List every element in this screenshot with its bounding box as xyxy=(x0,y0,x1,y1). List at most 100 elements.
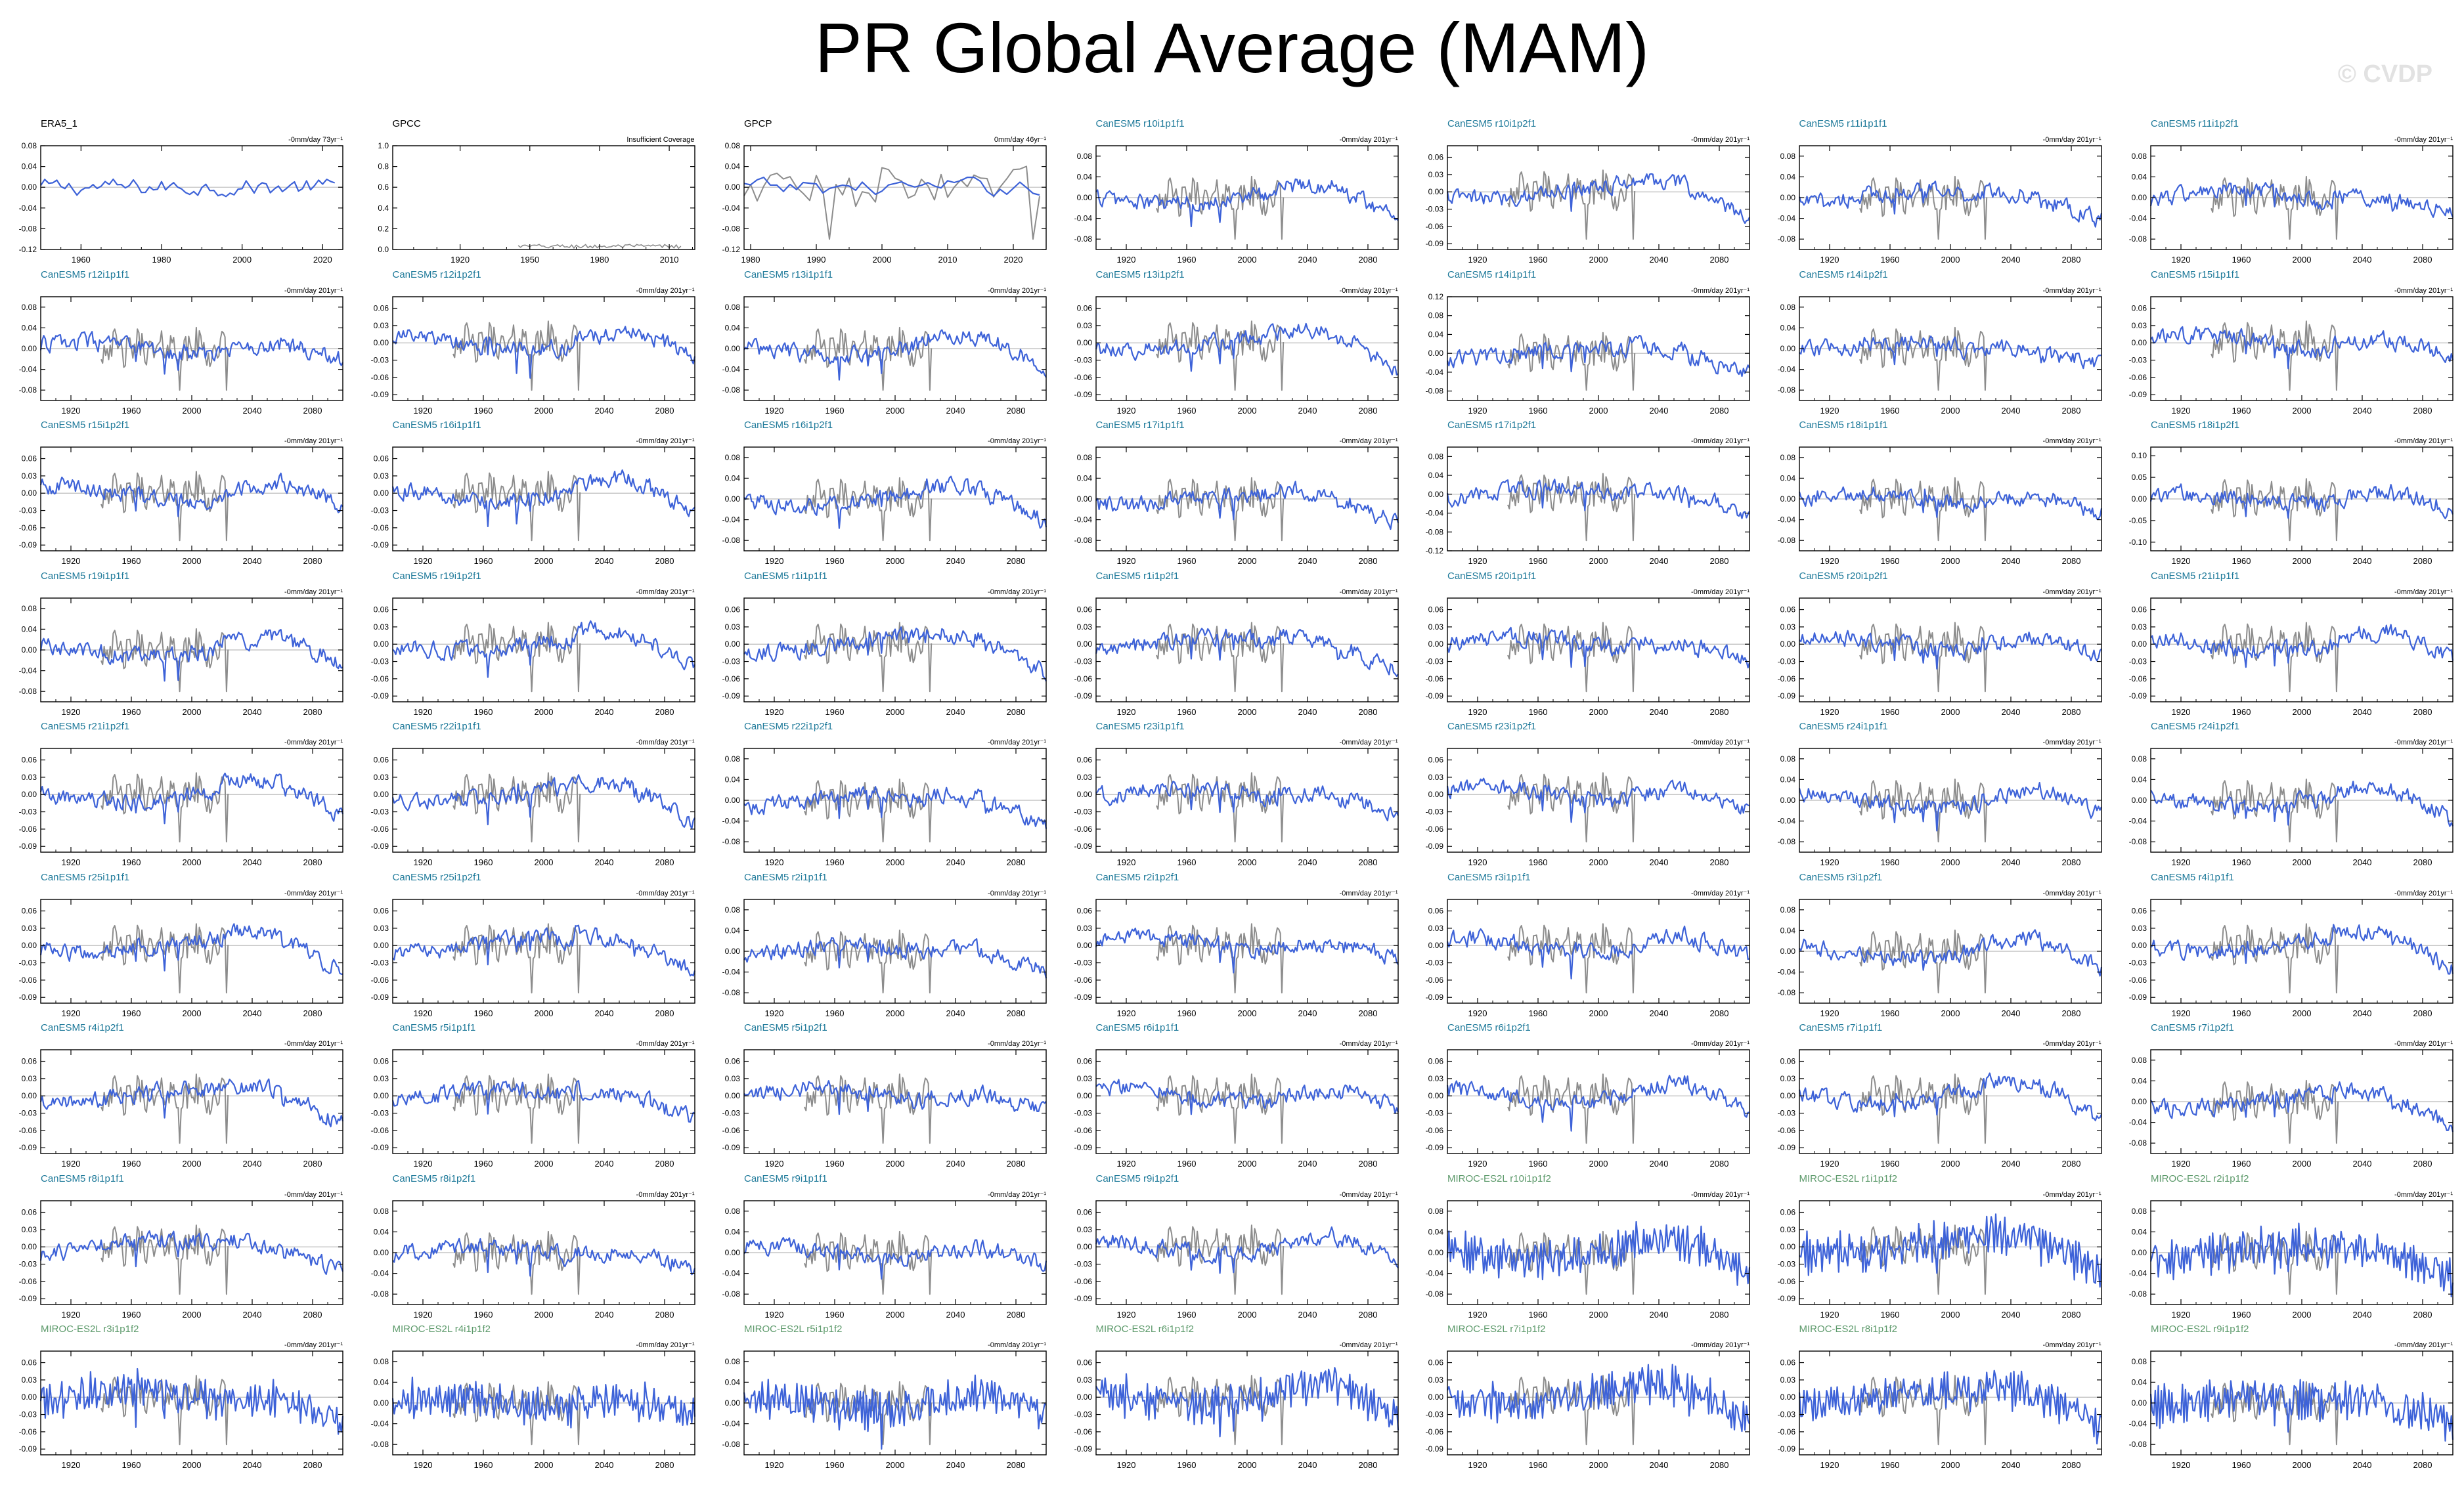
series-line xyxy=(743,786,1047,829)
y-tick-label: -0.09 xyxy=(1426,691,1444,700)
y-tick-label: 1.0 xyxy=(378,141,389,150)
series-line xyxy=(1095,927,1399,974)
x-tick-label: 1960 xyxy=(1880,406,1899,416)
y-tick-label: -0.09 xyxy=(2129,691,2147,700)
y-tick-label: 0.00 xyxy=(2132,1398,2147,1408)
series-line xyxy=(391,469,695,527)
series-line xyxy=(743,936,1047,978)
x-tick-label: 1960 xyxy=(473,1159,493,1169)
plot-frame xyxy=(1095,597,1399,702)
panel-plot: 0.06 0.03 0.00 -0.03 -0.06 -0.09 1920 1960 2000 2… xyxy=(370,446,695,566)
y-tick-label: 0.00 xyxy=(373,338,389,347)
y-tick-label: -0.04 xyxy=(2129,1118,2147,1127)
chart-panel: 0.08 0.04 0.00 -0.04 -0.08 1920 1960 2000 2040 20… xyxy=(703,1173,1055,1322)
x-tick-label: 1950 xyxy=(520,255,539,265)
observed-series-line xyxy=(2211,778,2339,843)
panel-plot: 0.06 0.03 0.00 -0.03 -0.06 -0.09 1920 1960 2000 2… xyxy=(1777,1350,2102,1470)
x-tick-label: 2040 xyxy=(2001,1310,2020,1320)
panel-trend-label: -0mm/day 73yr⁻¹ xyxy=(288,136,343,144)
x-tick-label: 1920 xyxy=(765,1460,784,1470)
observed-series-line xyxy=(452,922,581,993)
x-tick-label: 1960 xyxy=(473,556,493,566)
series-line xyxy=(1095,1079,1399,1115)
y-tick-label: 0.00 xyxy=(1428,941,1444,950)
panel-plot: 0.06 0.03 0.00 -0.03 -0.06 -0.09 1920 1960 2000 2… xyxy=(19,1350,344,1470)
x-tick-label: 2040 xyxy=(2001,406,2020,416)
x-tick-label: 2040 xyxy=(1650,556,1669,566)
y-tick-label: 0.8 xyxy=(378,162,389,171)
x-tick-label: 2080 xyxy=(2413,857,2432,867)
x-tick-label: 2080 xyxy=(655,1159,674,1169)
chart-panel: 0.08 0.04 0.00 -0.04 -0.08 1920 1960 2000 2040 20… xyxy=(1759,118,2110,267)
y-tick-label: -0.04 xyxy=(2129,1419,2147,1429)
y-tick-label: -0.06 xyxy=(1777,1126,1795,1135)
y-tick-label: -0.03 xyxy=(1074,355,1092,364)
chart-panel: 0.08 0.04 0.00 -0.04 -0.08 1920 1960 2000 2040 20… xyxy=(1759,721,2110,869)
x-tick-label: 2080 xyxy=(655,556,674,566)
x-tick-label: 1920 xyxy=(1820,857,1839,867)
y-tick-label: 0.03 xyxy=(22,471,37,481)
x-tick-label: 2040 xyxy=(1650,1460,1669,1470)
y-tick-label: -0.04 xyxy=(2129,214,2147,223)
panel-title: CanESM5 r13i1p2f1 xyxy=(1095,269,1185,280)
y-tick-label: 0.04 xyxy=(725,926,741,935)
series-line xyxy=(1446,1220,1751,1286)
plot-frame xyxy=(391,446,695,551)
y-tick-label: -0.08 xyxy=(1074,536,1092,545)
y-tick-label: -0.03 xyxy=(1777,657,1795,666)
x-tick-label: 2000 xyxy=(534,556,553,566)
y-tick-label: 0.04 xyxy=(373,1377,389,1387)
y-tick-label: -0.06 xyxy=(1074,1276,1092,1285)
panel-trend-label: -0mm/day 201yr⁻¹ xyxy=(2042,437,2101,445)
y-tick-label: -0.09 xyxy=(1777,1444,1795,1454)
x-tick-label: 2080 xyxy=(303,1460,322,1470)
y-tick-label: 0.00 xyxy=(373,790,389,799)
panel-plot: 0.06 0.03 0.00 -0.03 -0.06 -0.09 1920 1960 2000 2… xyxy=(1426,145,1750,265)
chart-panel: 0.08 0.04 0.00 -0.04 -0.08 1920 1960 2000 2040 20… xyxy=(2110,721,2461,869)
y-tick-label: -0.09 xyxy=(1074,390,1092,399)
x-tick-label: 2000 xyxy=(1237,556,1256,566)
x-tick-label: 2080 xyxy=(2413,1008,2432,1018)
y-tick-label: 0.00 xyxy=(1076,1392,1092,1402)
panel-trend-label: -0mm/day 201yr⁻¹ xyxy=(284,286,343,295)
chart-panel: 0.06 0.03 0.00 -0.03 -0.06 -0.09 1920 1960 2000 2… xyxy=(352,571,703,719)
panel-plot: 0.06 0.03 0.00 -0.03 -0.06 -0.09 1920 1960 2000 2… xyxy=(19,748,344,867)
observed-series-line xyxy=(452,320,581,391)
y-tick-label: -0.03 xyxy=(1426,205,1444,214)
series-line xyxy=(1095,1367,1399,1438)
y-tick-label: 0.00 xyxy=(22,790,37,799)
x-tick-label: 2080 xyxy=(1358,857,1377,867)
y-tick-label: -0.06 xyxy=(370,1126,389,1135)
y-tick-label: -0.04 xyxy=(1074,214,1092,223)
panel-title: CanESM5 r15i1p1f1 xyxy=(2151,269,2240,280)
y-tick-label: 0.06 xyxy=(725,605,741,614)
x-tick-label: 1960 xyxy=(2232,1159,2251,1169)
series-line xyxy=(391,1080,695,1123)
y-tick-label: 0.00 xyxy=(373,639,389,649)
series-line xyxy=(1798,782,2102,832)
y-tick-label: -0.04 xyxy=(370,1419,389,1429)
x-tick-label: 2040 xyxy=(243,857,262,867)
panel-trend-label: -0mm/day 201yr⁻¹ xyxy=(988,1040,1046,1048)
panel-title: CanESM5 r2i1p2f1 xyxy=(1095,871,1179,883)
y-tick-label: -0.08 xyxy=(1777,988,1795,997)
y-tick-label: 0.06 xyxy=(1428,906,1444,915)
x-tick-label: 2080 xyxy=(1007,1008,1026,1018)
y-tick-label: 0.03 xyxy=(1076,1224,1092,1234)
x-tick-label: 1920 xyxy=(413,1460,432,1470)
plot-frame xyxy=(40,1199,343,1305)
x-tick-label: 2080 xyxy=(1007,1159,1026,1169)
x-tick-label: 2000 xyxy=(183,1310,202,1320)
y-tick-label: 0.00 xyxy=(1780,193,1795,202)
panel-trend-label: -0mm/day 201yr⁻¹ xyxy=(284,437,343,445)
series-line xyxy=(39,628,343,681)
x-tick-label: 2040 xyxy=(1298,1460,1317,1470)
panel-plot: 0.06 0.03 0.00 -0.03 -0.06 -0.09 1920 1960 2000 2… xyxy=(1426,1049,1750,1169)
chart-panel: 0.06 0.03 0.00 -0.03 -0.06 -0.09 1920 1960 2000 2… xyxy=(352,721,703,869)
series-line xyxy=(39,472,343,517)
y-tick-label: 0.00 xyxy=(2132,1248,2147,1257)
y-tick-label: 0.04 xyxy=(725,1227,741,1236)
x-tick-label: 2080 xyxy=(2413,406,2432,416)
x-tick-label: 2000 xyxy=(1237,1008,1256,1018)
x-tick-label: 2080 xyxy=(1358,1008,1377,1018)
